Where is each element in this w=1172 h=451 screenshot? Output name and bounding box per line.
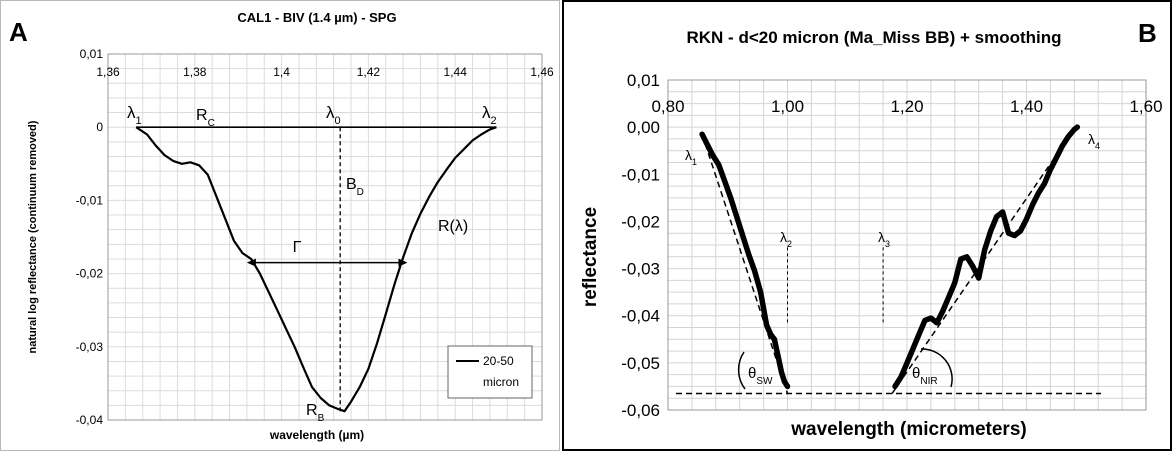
x-tick-label: 1,36 — [96, 65, 120, 79]
label-theta-sw: θSW — [748, 365, 773, 387]
chart-title: CAL1 - BIV (1.4 µm) - SPG — [237, 10, 396, 25]
x-tick-label: 1,4 — [273, 65, 290, 79]
label-lambda3: λ3 — [878, 229, 890, 249]
x-axis-label: wavelength (micrometers) — [790, 419, 1026, 440]
y-tick-label: -0,01 — [621, 165, 660, 184]
label-lambda2: λ2 — [780, 229, 792, 249]
chart-b: 0,80 1,00 1,20 1,40 1,60 0,01 0,00 -0,01 -0,02 -0… — [580, 18, 1163, 440]
y-tick-label: -0,03 — [621, 260, 660, 279]
series-line-1 — [699, 131, 791, 390]
label-rb: RB — [306, 402, 325, 424]
x-tick-label: 1,60 — [1129, 97, 1162, 116]
chart-title: RKN - d<20 micron (Ma_Miss BB) + smoothi… — [687, 28, 1062, 47]
label-rc: RC — [196, 107, 215, 129]
angle-arc-nir — [920, 348, 953, 388]
x-tick-label: 1,42 — [357, 65, 381, 79]
label-lambda0: λ0 — [326, 103, 341, 127]
plot-frame — [107, 53, 543, 421]
x-tick-label: 1,00 — [771, 97, 804, 116]
y-tick-label: -0,02 — [76, 267, 104, 281]
plot-frame — [667, 79, 1147, 411]
x-tick-label: 1,44 — [444, 65, 468, 79]
label-gamma: Γ — [293, 239, 302, 256]
panel-letter: A — [9, 17, 28, 47]
panel-b: 0,80 1,00 1,20 1,40 1,60 0,01 0,00 -0,01 -0,02 -0… — [562, 0, 1172, 451]
label-lambda2: λ2 — [482, 103, 497, 127]
y-axis-label: reflectance — [580, 207, 601, 307]
y-tick-label: 0,01 — [80, 47, 104, 61]
y-tick-label: -0,03 — [76, 340, 104, 354]
x-tick-label: 1,38 — [183, 65, 207, 79]
y-tick-label: -0,02 — [621, 212, 660, 231]
x-axis-label: wavelength (µm) — [269, 428, 364, 442]
label-r-lambda: R(λ) — [438, 218, 468, 235]
y-tick-label: -0,04 — [621, 307, 660, 326]
label-lambda4: λ4 — [1088, 131, 1100, 151]
x-tick-label: 1,40 — [1010, 97, 1043, 116]
tangent-sw — [701, 133, 789, 394]
panel-letter: B — [1138, 18, 1157, 48]
legend-entry: 20-50 — [483, 354, 514, 368]
panel-a: 1,36 1,38 1,4 1,42 1,44 1,46 0,01 0 -0,01 -0,02 -0… — [0, 0, 560, 451]
chart-a: 1,36 1,38 1,4 1,42 1,44 1,46 0,01 0 -0,01 -0,02 -0… — [9, 10, 554, 442]
legend-box — [447, 345, 533, 399]
label-bd: BD — [346, 176, 364, 198]
y-tick-label: 0 — [96, 120, 103, 134]
series-line-2 — [892, 124, 1081, 390]
legend-entry-cont: micron — [483, 375, 519, 389]
y-tick-label: -0,06 — [621, 401, 660, 420]
label-lambda1: λ1 — [685, 147, 697, 167]
label-lambda1: λ1 — [127, 103, 142, 127]
y-axis-label: natural log reflectance (continuum remov… — [27, 120, 39, 353]
x-tick-label: 0,80 — [651, 97, 684, 116]
series-line-20-50-micron — [135, 126, 497, 413]
x-tick-label: 1,46 — [530, 65, 554, 79]
y-tick-label: 0,01 — [627, 71, 660, 90]
y-tick-label: -0,01 — [76, 193, 104, 207]
y-tick-label: -0,04 — [76, 413, 104, 427]
y-tick-label: -0,05 — [621, 354, 660, 373]
x-tick-label: 1,20 — [890, 97, 923, 116]
y-tick-label: 0,00 — [627, 118, 660, 137]
label-theta-nir: θNIR — [912, 365, 938, 387]
angle-arc-sw — [737, 351, 746, 390]
